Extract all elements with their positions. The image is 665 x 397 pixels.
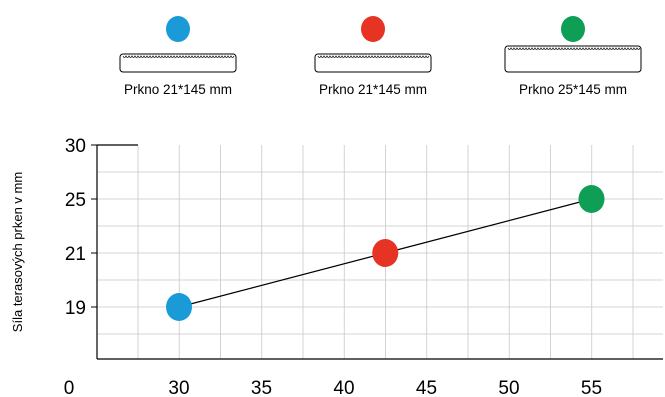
data-point xyxy=(372,239,399,267)
x-tick-label: 55 xyxy=(581,378,602,397)
legend: Prkno 21*145 mm Prkno 21*145 mm Prkno 25*1… xyxy=(0,0,665,110)
y-tick-label: 30 xyxy=(65,136,86,157)
chart-axes xyxy=(96,144,663,360)
legend-label: Prkno 25*145 mm xyxy=(518,82,628,97)
x-tick-label: 0 xyxy=(64,378,75,397)
legend-item: Prkno 21*145 mm xyxy=(293,12,453,102)
x-tick-label: 50 xyxy=(498,378,519,397)
x-tick-label: 30 xyxy=(168,378,189,397)
deck-board-icon xyxy=(119,53,237,73)
legend-label: Prkno 21*145 mm xyxy=(123,82,233,97)
deck-board-icon xyxy=(314,53,432,73)
y-tick-label: 25 xyxy=(65,190,86,211)
x-tick-label: 40 xyxy=(333,378,354,397)
legend-marker xyxy=(361,16,385,42)
chart-ticks: 30 25 21 19 0 30 35 40 45 50 55 xyxy=(64,136,602,397)
deck-board-icon xyxy=(504,45,642,73)
y-tick-label: 21 xyxy=(65,244,86,265)
chart-grid xyxy=(97,145,663,359)
chart-series xyxy=(166,185,605,321)
data-point xyxy=(166,293,192,321)
legend-marker xyxy=(166,16,190,42)
x-tick-label: 35 xyxy=(251,378,272,397)
legend-item: Prkno 25*145 mm xyxy=(493,12,653,102)
x-tick-label: 45 xyxy=(416,378,437,397)
legend-item: Prkno 21*145 mm xyxy=(98,12,258,102)
legend-marker xyxy=(561,16,585,42)
y-tick-label: 19 xyxy=(65,298,86,319)
data-point xyxy=(578,185,605,213)
legend-label: Prkno 21*145 mm xyxy=(318,82,428,97)
y-axis-title: Síla terasových prken v mm xyxy=(10,172,25,332)
